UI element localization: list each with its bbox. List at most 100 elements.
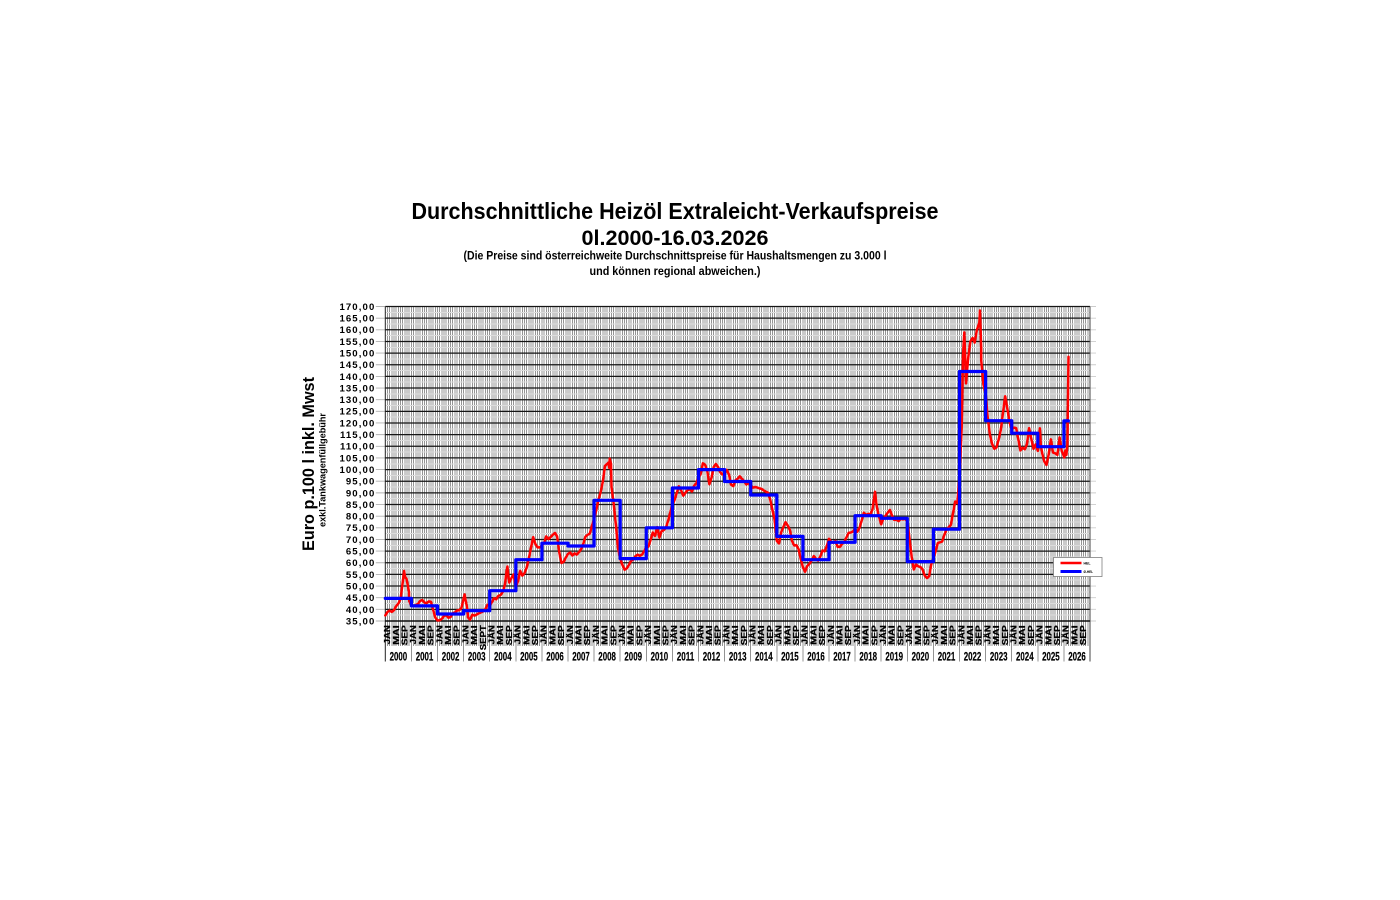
svg-text:MAI: MAI bbox=[522, 625, 531, 645]
svg-text:SEP: SEP bbox=[1027, 625, 1036, 646]
svg-text:JÄN: JÄN bbox=[513, 625, 523, 644]
svg-text:JÄN: JÄN bbox=[565, 625, 575, 644]
svg-text:MAI: MAI bbox=[809, 625, 818, 645]
svg-text:JÄN: JÄN bbox=[539, 625, 549, 644]
svg-text:JAN: JAN bbox=[383, 625, 392, 644]
svg-text:JÄN: JÄN bbox=[1061, 625, 1071, 644]
svg-text:JÄN: JÄN bbox=[852, 625, 862, 644]
svg-text:SEP: SEP bbox=[609, 625, 618, 646]
svg-text:MAI: MAI bbox=[627, 625, 636, 645]
svg-text:MAI: MAI bbox=[862, 625, 871, 645]
svg-text:155,00: 155,00 bbox=[339, 337, 375, 348]
svg-text:2004: 2004 bbox=[494, 651, 512, 663]
svg-text:MAI: MAI bbox=[1044, 625, 1053, 645]
svg-text:2022: 2022 bbox=[964, 651, 982, 663]
svg-text:MAI: MAI bbox=[444, 625, 453, 645]
svg-text:2000: 2000 bbox=[390, 651, 408, 663]
svg-text:2013: 2013 bbox=[729, 651, 747, 663]
svg-text:SEP: SEP bbox=[1079, 625, 1088, 646]
svg-text:140,00: 140,00 bbox=[339, 372, 375, 383]
svg-text:2016: 2016 bbox=[807, 651, 825, 663]
svg-text:MAI: MAI bbox=[1018, 625, 1027, 645]
svg-text:JAN: JAN bbox=[461, 625, 470, 644]
svg-text:SEP: SEP bbox=[1001, 625, 1010, 646]
svg-text:2026: 2026 bbox=[1068, 651, 1086, 663]
svg-text:MAI: MAI bbox=[601, 625, 610, 645]
svg-text:(Die Preise sind österreichwei: (Die Preise sind österreichweite Durchsc… bbox=[464, 251, 887, 263]
svg-text:MAI: MAI bbox=[731, 625, 740, 645]
svg-text:SEP: SEP bbox=[975, 625, 984, 646]
svg-text:0l.2000-16.03.2026: 0l.2000-16.03.2026 bbox=[582, 227, 769, 250]
svg-text:JÄN: JÄN bbox=[930, 625, 940, 644]
svg-text:und können regional abweichen.: und können regional abweichen.) bbox=[590, 266, 761, 278]
svg-text:45,00: 45,00 bbox=[346, 593, 376, 604]
svg-text:115,00: 115,00 bbox=[340, 430, 375, 441]
svg-text:2023: 2023 bbox=[990, 651, 1008, 663]
svg-text:JÄN: JÄN bbox=[669, 625, 679, 644]
svg-text:2003: 2003 bbox=[468, 651, 486, 663]
svg-text:MAI: MAI bbox=[992, 625, 1001, 645]
svg-text:JÄN: JÄN bbox=[800, 625, 810, 644]
svg-text:SEP: SEP bbox=[427, 625, 436, 646]
svg-text:MAI: MAI bbox=[418, 625, 427, 645]
svg-text:2020: 2020 bbox=[912, 651, 930, 663]
svg-text:2006: 2006 bbox=[546, 651, 564, 663]
svg-text:110,00: 110,00 bbox=[340, 442, 375, 453]
svg-text:JÄN: JÄN bbox=[878, 625, 888, 644]
svg-text:JAN: JAN bbox=[435, 625, 444, 644]
svg-text:SEP: SEP bbox=[844, 625, 853, 646]
svg-text:2002: 2002 bbox=[442, 651, 460, 663]
svg-text:SEP: SEP bbox=[401, 625, 410, 646]
svg-text:2018: 2018 bbox=[859, 651, 877, 663]
svg-text:SEP: SEP bbox=[949, 625, 958, 646]
svg-text:JÄN: JÄN bbox=[826, 625, 836, 644]
svg-text:120,00: 120,00 bbox=[339, 418, 375, 429]
svg-text:90,00: 90,00 bbox=[346, 488, 376, 499]
svg-text:SEP: SEP bbox=[792, 625, 801, 646]
svg-text:160,00: 160,00 bbox=[339, 325, 375, 336]
svg-text:JÄN: JÄN bbox=[643, 625, 653, 644]
svg-text:SEP: SEP bbox=[583, 625, 592, 646]
svg-text:JÄN: JÄN bbox=[617, 625, 627, 644]
svg-text:exkl.Tankwagenfüllgebühr: exkl.Tankwagenfüllgebühr bbox=[318, 413, 329, 527]
svg-text:Euro p.100 l inkl. Mwst: Euro p.100 l inkl. Mwst bbox=[300, 377, 318, 551]
svg-text:95,00: 95,00 bbox=[346, 477, 376, 488]
svg-text:MAI: MAI bbox=[888, 625, 897, 645]
svg-text:2010: 2010 bbox=[651, 651, 669, 663]
svg-text:75,00: 75,00 bbox=[346, 523, 376, 534]
svg-text:55,00: 55,00 bbox=[346, 570, 376, 581]
svg-text:SEP: SEP bbox=[896, 625, 905, 646]
svg-text:JÄN: JÄN bbox=[591, 625, 601, 644]
svg-text:2024: 2024 bbox=[1016, 651, 1034, 663]
svg-text:65,00: 65,00 bbox=[346, 547, 376, 558]
svg-text:2007: 2007 bbox=[572, 651, 590, 663]
svg-text:JÄN: JÄN bbox=[695, 625, 705, 644]
svg-text:MAI: MAI bbox=[966, 625, 975, 645]
svg-text:JÄN: JÄN bbox=[1009, 625, 1019, 644]
svg-text:80,00: 80,00 bbox=[346, 512, 376, 523]
svg-text:130,00: 130,00 bbox=[339, 395, 375, 406]
svg-text:SEPT: SEPT bbox=[479, 625, 488, 650]
svg-text:SEP: SEP bbox=[453, 625, 462, 646]
svg-text:70,00: 70,00 bbox=[346, 535, 376, 546]
svg-text:145,00: 145,00 bbox=[339, 360, 375, 371]
svg-text:SEP: SEP bbox=[531, 625, 540, 646]
svg-text:SEP: SEP bbox=[740, 625, 749, 646]
svg-text:MAI: MAI bbox=[783, 625, 792, 645]
svg-text:2014: 2014 bbox=[755, 651, 773, 663]
svg-text:SEP: SEP bbox=[505, 625, 514, 646]
svg-text:165,00: 165,00 bbox=[339, 314, 375, 325]
svg-text:MAI: MAI bbox=[914, 625, 923, 645]
svg-text:JÄN: JÄN bbox=[956, 625, 966, 644]
svg-text:JÄN: JÄN bbox=[774, 625, 784, 644]
svg-text:60,00: 60,00 bbox=[346, 558, 376, 569]
svg-text:2019: 2019 bbox=[885, 651, 903, 663]
svg-text:JÄN: JÄN bbox=[982, 625, 992, 644]
svg-text:SEP: SEP bbox=[688, 625, 697, 646]
svg-text:125,00: 125,00 bbox=[339, 407, 375, 418]
svg-text:2012: 2012 bbox=[703, 651, 721, 663]
svg-text:SEP: SEP bbox=[818, 625, 827, 646]
svg-text:MAI: MAI bbox=[470, 625, 479, 645]
svg-text:150,00: 150,00 bbox=[339, 349, 375, 360]
svg-text:SEP: SEP bbox=[766, 625, 775, 646]
